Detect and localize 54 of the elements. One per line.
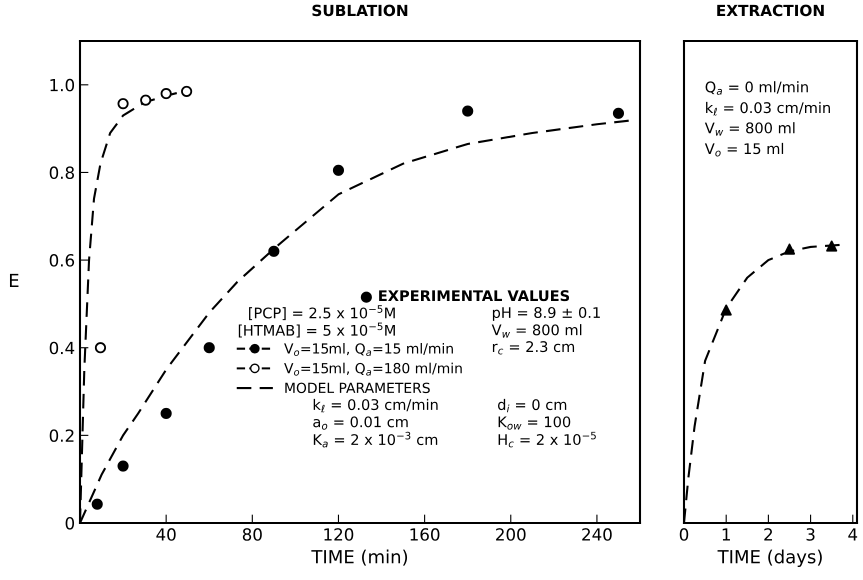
y-tick-label: 0.4 [50, 342, 74, 354]
chart-title: EXTRACTION [717, 4, 824, 16]
annotation: V$_{w}$ = 800 ml [492, 324, 582, 338]
legend-label: V$_{o}$=15ml, Q$_{a}$=180 ml/min [284, 362, 462, 376]
annotation: K$_{ow}$ = 100 [498, 416, 570, 430]
x-tick-label: 80 [242, 528, 262, 541]
x-tick-label: 160 [410, 528, 440, 541]
annotation: K$_{a}$ = 2 x 10$^{−3}$ cm [314, 432, 438, 448]
annotation: r$_{c}$ = 2.3 cm [492, 341, 574, 354]
annotation: pH = 8.9 ± 0.1 [492, 307, 600, 321]
point [268, 246, 280, 257]
x-tick-label: 120 [324, 528, 354, 541]
x-tick-label: 1 [722, 528, 730, 541]
point [140, 94, 152, 106]
legend-label: MODEL PARAMETERS [285, 382, 430, 394]
point [204, 342, 215, 354]
point [118, 98, 129, 110]
annotation: k$_{ℓ}$ = 0.03 cm/min [706, 102, 830, 116]
x-tick-label: 40 [156, 528, 176, 541]
y-tick-label: 1.0 [50, 78, 74, 92]
y-tick-label: 0 [66, 516, 74, 530]
point [160, 88, 172, 100]
point [118, 460, 129, 472]
x-tick-label: 4 [848, 528, 858, 541]
y-tick-label: 0.2 [50, 429, 74, 442]
point [332, 164, 344, 176]
x-tick-label: 2 [764, 528, 772, 541]
x-axis-title: TIME (days) [718, 550, 822, 568]
point [612, 108, 624, 119]
annotation: V$_{o}$ = 15 ml [704, 142, 784, 156]
point [160, 408, 172, 420]
y-tick-label: 0.8 [50, 166, 74, 180]
x-tick-label: 3 [806, 528, 815, 541]
y-axis-title: E [10, 274, 18, 287]
point [181, 86, 192, 97]
point [92, 498, 103, 510]
y-tick-label: 0.6 [50, 254, 74, 267]
point [462, 106, 474, 117]
x-tick-label: 200 [496, 528, 526, 541]
annotation: a$_{o}$ = 0.01 cm [313, 416, 408, 430]
x-tick-label: 0 [680, 528, 688, 541]
x-tick-label: 240 [582, 528, 612, 541]
annotation: Q$_{a}$ = 0 ml/min [706, 81, 808, 95]
point [94, 342, 106, 354]
chart-title: SUBLATION [312, 4, 408, 16]
annotation: V$_{w}$ = 800 ml [704, 122, 794, 136]
annotation: [PCP] = 2.5 x 10$^{−5}$M [249, 305, 395, 320]
legend-label: V$_{o}$=15ml, Q$_{a}$=15 ml/min [284, 342, 453, 356]
annotation: d$_{i}$ = 0 cm [498, 398, 566, 412]
annotation: ● EXPERIMENTAL VALUES [360, 290, 570, 303]
annotation: k$_{ℓ}$ = 0.03 cm/min [314, 398, 438, 412]
x-axis-title: TIME (min) [311, 550, 408, 566]
annotation: H$_{c}$ = 2 x 10$^{−5}$ [498, 432, 596, 448]
annotation: [HTMAB] = 5 x 10$^{−5}$M [238, 322, 395, 338]
